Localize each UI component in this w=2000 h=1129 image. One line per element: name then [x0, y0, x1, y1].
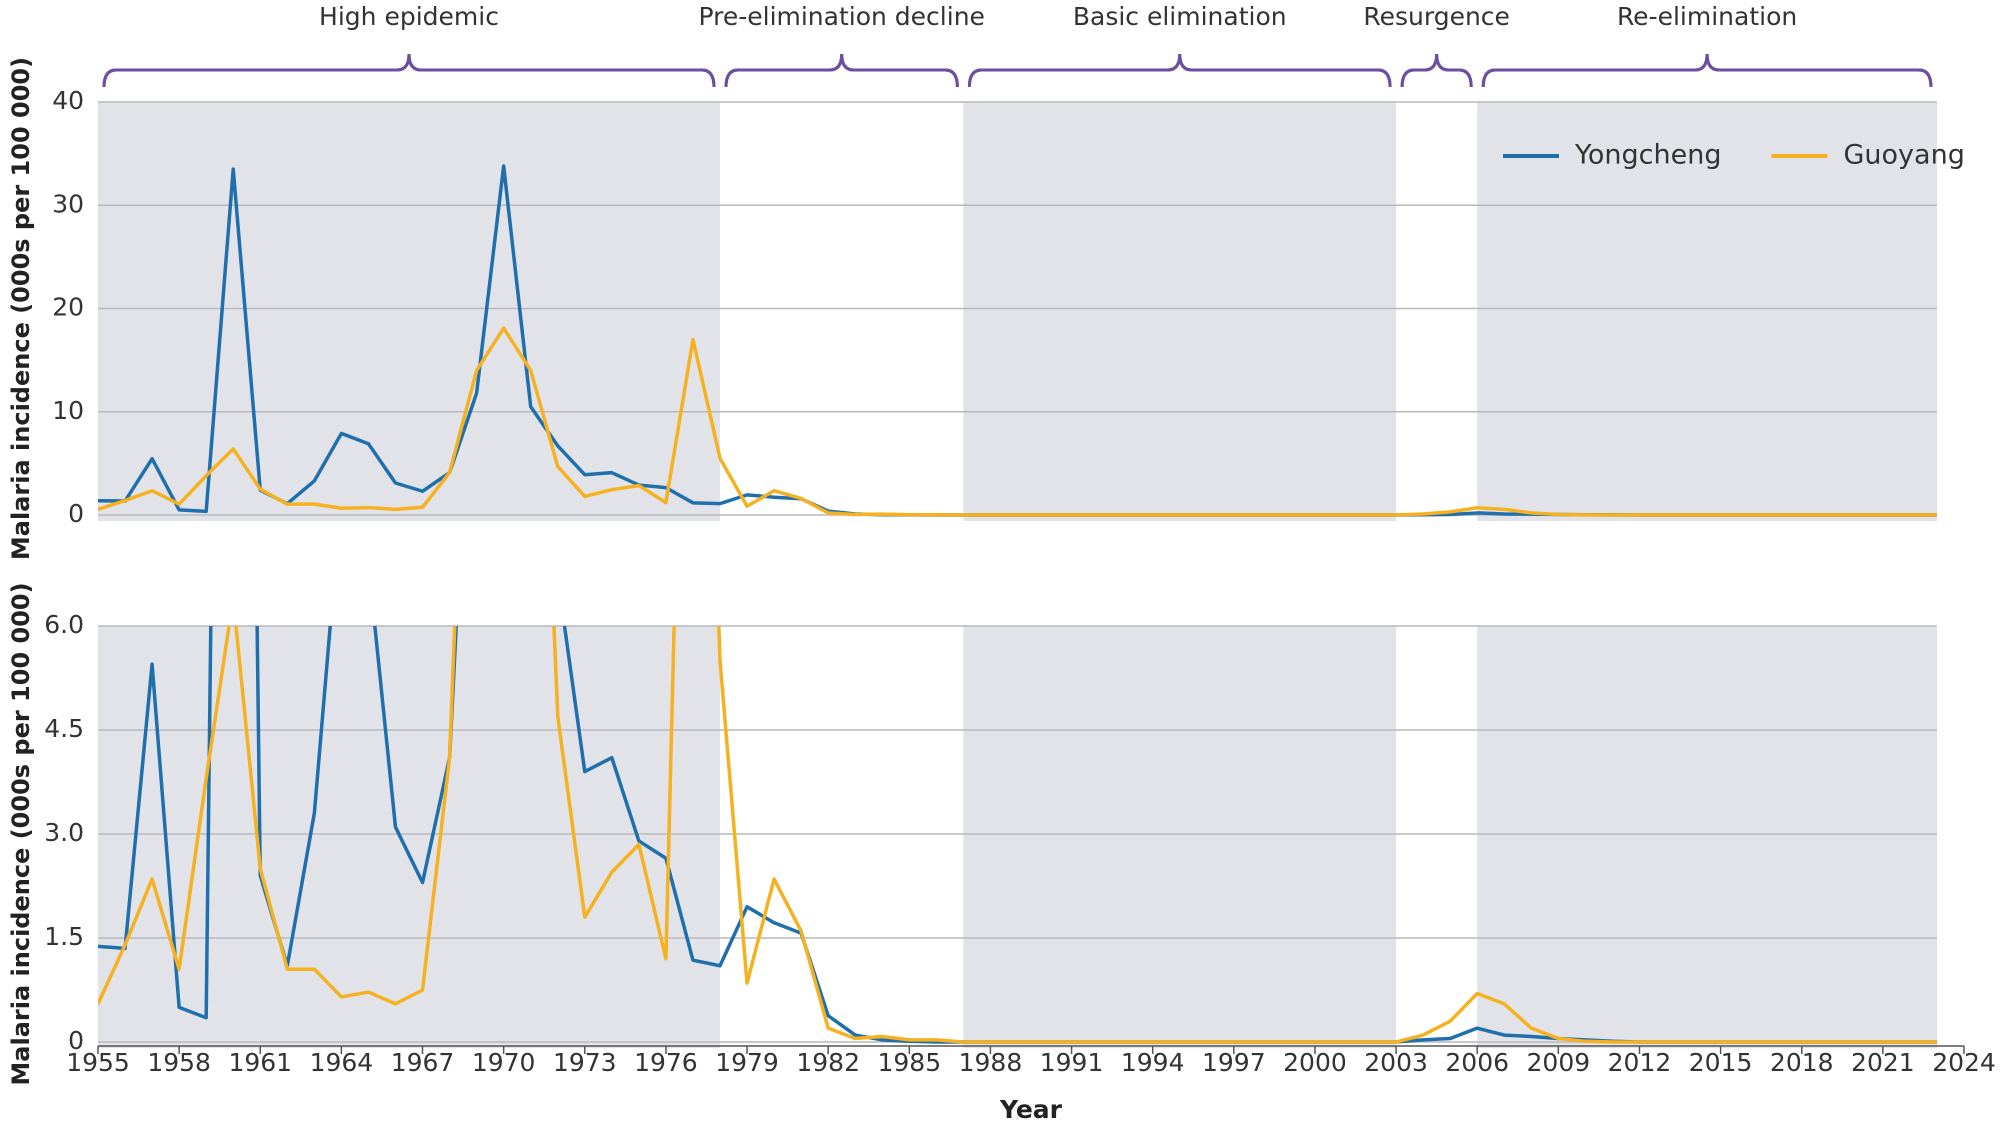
x-axis-label: Year	[999, 1095, 1063, 1124]
phase-brace	[724, 53, 959, 88]
x-tick-label: 1976	[634, 1048, 698, 1077]
phase-label: High epidemic	[319, 2, 499, 31]
legend-label: Yongcheng	[1574, 140, 1722, 171]
y-tick-label: 4.5	[44, 714, 84, 743]
x-tick-label: 2018	[1770, 1048, 1834, 1077]
x-tick-label: 2012	[1608, 1048, 1672, 1077]
y-tick-label: 10	[52, 396, 84, 425]
phase-band	[963, 102, 1397, 521]
phase-label: Pre-elimination decline	[698, 2, 984, 31]
x-tick-label: 1964	[310, 1048, 374, 1077]
x-tick-label: 2024	[1932, 1048, 1996, 1077]
x-tick-label: 1988	[959, 1048, 1023, 1077]
legend-label: Guoyang	[1844, 140, 1965, 171]
phase-label: Resurgence	[1363, 2, 1510, 31]
plot-area	[98, 164, 1937, 517]
x-tick-label: 1997	[1202, 1048, 1266, 1077]
phase-band	[1477, 102, 1937, 521]
x-tick-label: 1991	[1040, 1048, 1104, 1077]
series-line	[98, 326, 1937, 517]
phase-brace	[1481, 53, 1933, 88]
x-tick-label: 1979	[715, 1048, 779, 1077]
x-tick-label: 1985	[877, 1048, 941, 1077]
plot-area	[98, 626, 1937, 1044]
x-tick-label: 1955	[66, 1048, 130, 1077]
y-tick-label: 0	[68, 499, 84, 528]
phase-band	[963, 626, 1397, 1048]
y-tick-label: 1.5	[44, 922, 84, 951]
y-tick-label: 40	[52, 86, 84, 115]
x-tick-label: 1973	[553, 1048, 617, 1077]
x-tick-label: 2009	[1527, 1048, 1591, 1077]
x-tick-label: 1967	[391, 1048, 455, 1077]
phase-brace	[967, 53, 1392, 88]
phase-band	[98, 626, 720, 1048]
phase-brace	[1400, 53, 1473, 88]
phase-band	[98, 102, 720, 521]
phase-label: Re-elimination	[1617, 2, 1797, 31]
x-tick-label: 2015	[1689, 1048, 1753, 1077]
y-tick-label: 6.0	[44, 610, 84, 639]
x-tick-label: 1970	[472, 1048, 536, 1077]
phase-brace	[102, 53, 716, 88]
x-tick-label: 1994	[1121, 1048, 1185, 1077]
y-tick-label: 0	[68, 1026, 84, 1055]
x-tick-label: 2000	[1283, 1048, 1347, 1077]
x-tick-label: 1961	[228, 1048, 292, 1077]
x-tick-label: 1982	[796, 1048, 860, 1077]
x-tick-label: 2003	[1364, 1048, 1428, 1077]
y-tick-label: 20	[52, 293, 84, 322]
x-tick-label: 1958	[147, 1048, 211, 1077]
y-tick-label: 30	[52, 189, 84, 218]
x-tick-label: 2021	[1851, 1048, 1915, 1077]
y-tick-label: 3.0	[44, 818, 84, 847]
y-axis-label: Malaria incidence (000s per 100 000)	[7, 582, 35, 1085]
series-line	[98, 626, 1937, 1044]
x-tick-label: 2006	[1445, 1048, 1509, 1077]
y-axis-label: Malaria incidence (000s per 100 000)	[7, 57, 35, 560]
phase-band	[1477, 626, 1937, 1048]
phase-label: Basic elimination	[1073, 2, 1287, 31]
